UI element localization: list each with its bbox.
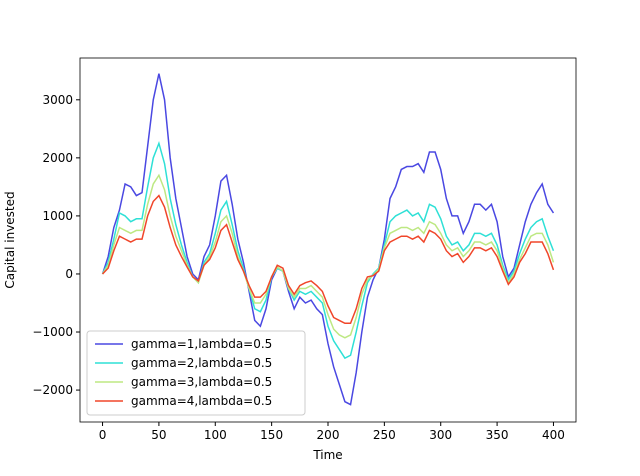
legend: gamma=1,lambda=0.5 gamma=2,lambda=0.5 gamm… (86, 330, 306, 416)
x-tick-label: 300 (429, 428, 452, 442)
x-tick-label: 150 (260, 428, 283, 442)
series-line (101, 140, 555, 360)
series-line (101, 73, 555, 406)
y-tick-label: 0 (65, 267, 73, 281)
y-tick-label: 2000 (42, 151, 73, 165)
y-axis-label: Capital invested (3, 191, 17, 288)
y-tick-label: 1000 (42, 209, 73, 223)
x-tick-label: 400 (542, 428, 565, 442)
y-tick-label: −1000 (32, 325, 73, 339)
x-tick-label: 100 (204, 428, 227, 442)
x-tick-label: 0 (99, 428, 107, 442)
series-line (102, 194, 555, 325)
plot-frame (79, 57, 577, 423)
x-tick-label: 250 (373, 428, 396, 442)
legend-label: gamma=1,lambda=0.5 (131, 337, 272, 351)
x-axis-label: Time (312, 448, 342, 462)
legend-label: gamma=2,lambda=0.5 (131, 356, 272, 370)
legend-label: gamma=3,lambda=0.5 (131, 375, 272, 389)
x-tick-label: 200 (317, 428, 340, 442)
legend-frame (86, 330, 306, 416)
series-line (101, 173, 555, 339)
x-tick-label: 50 (151, 428, 166, 442)
legend-label: gamma=4,lambda=0.5 (131, 394, 272, 408)
y-tick-label: 3000 (42, 93, 73, 107)
x-tick-label: 350 (486, 428, 509, 442)
y-tick-label: −2000 (32, 383, 73, 397)
